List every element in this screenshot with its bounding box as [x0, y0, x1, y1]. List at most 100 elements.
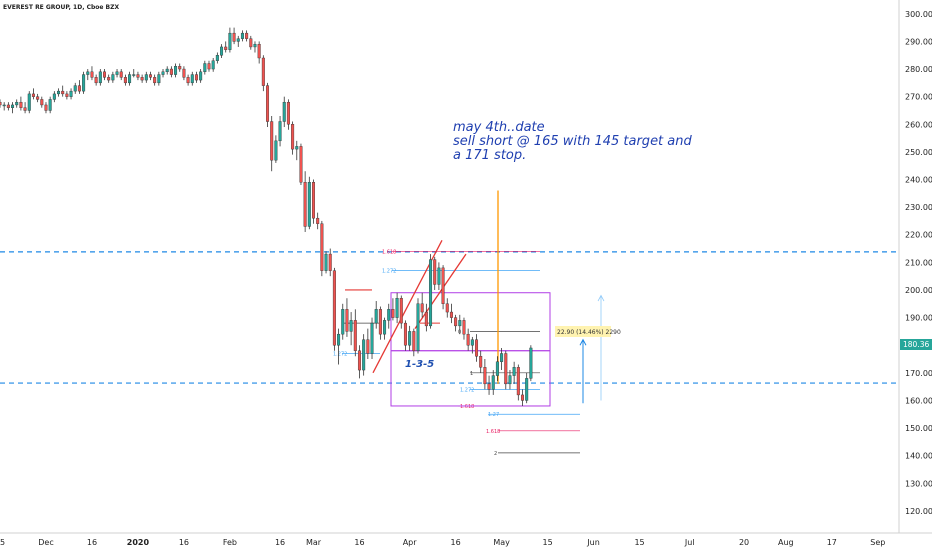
candle-body — [220, 46, 224, 56]
candle — [82, 71, 86, 94]
candle-body — [98, 71, 102, 84]
candle-body — [178, 66, 182, 70]
candle — [332, 267, 336, 351]
candle-body — [483, 367, 487, 385]
fib-level-label: 1.272 — [333, 351, 347, 357]
candle-body — [174, 66, 178, 75]
candle — [190, 71, 194, 86]
candle-body — [403, 322, 407, 346]
x-tick-label: 2020 — [127, 538, 150, 547]
candle — [194, 71, 198, 83]
candle-body — [445, 303, 449, 313]
fib-level-label: 1.272 — [460, 387, 474, 393]
x-axis: 15 Dec 16 2020 16 Feb 16 Mar 16 Apr 16 May 15 Jun 15 Ju… — [0, 538, 885, 547]
candle — [182, 66, 186, 81]
candle-body — [232, 32, 236, 42]
candle-body — [15, 101, 19, 106]
candle-body — [57, 90, 61, 95]
candle-body — [337, 333, 341, 346]
candle-body — [48, 99, 52, 111]
candle — [362, 334, 366, 376]
candle — [286, 99, 290, 130]
candle-body — [491, 375, 495, 390]
candle-body — [495, 361, 499, 376]
candle — [157, 71, 161, 86]
candle-body — [370, 322, 374, 354]
candle — [245, 30, 249, 42]
candle-body — [228, 32, 232, 50]
candle — [266, 82, 270, 128]
y-tick-label: 260.00 — [905, 120, 932, 129]
fib-level-label: 1.618 — [382, 249, 396, 255]
candle — [207, 60, 211, 72]
measure-tag: 22.90 (14.46%) 2290 — [555, 326, 621, 337]
candle — [374, 301, 378, 329]
candle — [366, 328, 370, 360]
candle-body — [504, 353, 508, 385]
y-tick-label: 120.00 — [905, 507, 932, 516]
y-tick-label: 160.00 — [905, 396, 932, 405]
candle — [500, 347, 504, 371]
candle-body — [245, 32, 249, 39]
candle-body — [441, 267, 445, 304]
candle-body — [128, 74, 132, 84]
candle-body — [6, 104, 10, 108]
candle-body — [161, 71, 165, 75]
candle-body — [224, 46, 228, 50]
candle-body — [433, 259, 437, 285]
candle-body — [508, 375, 512, 385]
candle — [403, 320, 407, 351]
candle-body — [90, 71, 94, 78]
candle — [136, 71, 140, 81]
candle — [495, 356, 499, 382]
candle — [387, 303, 391, 329]
y-tick-label: 300.00 — [905, 10, 932, 19]
candle — [140, 74, 144, 83]
candle — [395, 292, 399, 324]
last-price-label: 180.36 — [903, 340, 929, 349]
candle — [111, 71, 115, 83]
candle-body — [286, 101, 290, 125]
x-tick-label: 16 — [87, 538, 97, 547]
trend-line-upper — [414, 253, 467, 330]
y-tick-label: 190.00 — [905, 314, 932, 323]
candle-body — [345, 309, 349, 332]
y-axis: 120.00 130.00 140.00 150.00 160.00 170.00 180.… — [905, 10, 932, 516]
candle — [412, 328, 416, 357]
candle-body — [257, 43, 261, 59]
candle-body — [437, 267, 441, 285]
candle — [6, 102, 10, 111]
candle — [40, 96, 44, 108]
candle — [31, 88, 35, 100]
candle — [36, 93, 40, 103]
candle-body — [240, 32, 244, 39]
candle — [249, 35, 253, 50]
candle-body — [186, 77, 190, 84]
candle-body — [328, 253, 332, 271]
annotation-text: may 4th..date sell short @ 165 with 145 … — [453, 120, 692, 163]
candle — [295, 140, 299, 161]
candle-body — [194, 74, 198, 81]
candle-body — [203, 63, 207, 73]
candle-body — [408, 331, 412, 346]
candle — [224, 41, 228, 53]
candle — [399, 295, 403, 329]
candle-body — [383, 320, 387, 335]
candle — [408, 325, 412, 351]
candle — [337, 328, 341, 365]
candle-body — [320, 223, 324, 271]
x-tick-label: Mar — [306, 538, 322, 547]
candle — [357, 345, 361, 379]
candle — [261, 55, 265, 92]
candle — [299, 143, 303, 186]
candle-body — [470, 339, 474, 346]
candle — [174, 63, 178, 78]
candle-body — [73, 85, 77, 92]
candle-body — [324, 253, 328, 271]
x-tick-label: 15 — [634, 538, 644, 547]
dashed-levels — [0, 251, 899, 384]
candle-body — [82, 74, 86, 92]
fib-level-label: 1.272 — [382, 269, 396, 275]
